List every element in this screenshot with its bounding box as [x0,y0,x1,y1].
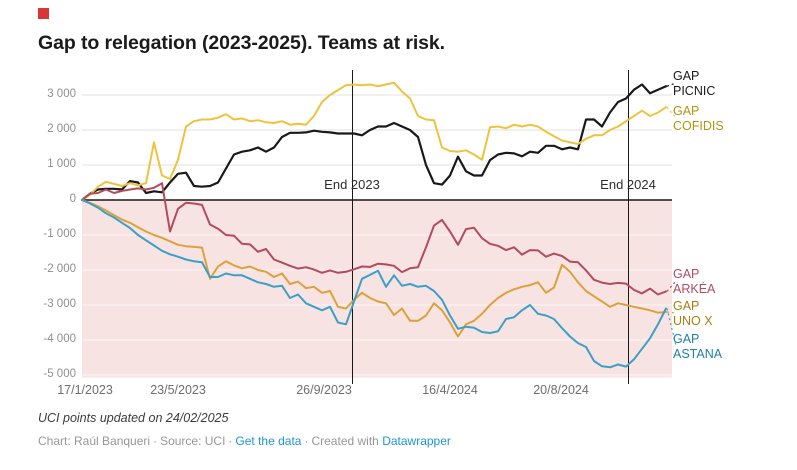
series-line-gap-uno-x [81,199,667,338]
get-the-data-link[interactable]: Get the data [235,434,302,448]
chart-byline: Chart: Raúl Banqueri · Source: UCI · Get the… [38,434,451,448]
y-axis-tick-label: 3 000 [47,88,76,100]
y-axis-tick-label: -2 000 [43,263,76,275]
label-connector [666,280,677,292]
label-connector [666,308,677,347]
negative-zone-highlight [82,200,672,378]
brand-logo-square [38,8,49,19]
separator-dot: · [304,434,309,448]
series-line-gap-astana [81,199,667,369]
year-end-label: End 2023 [324,177,380,192]
x-axis-tick-label: 23/5/2023 [150,383,206,397]
y-axis-tick-label: 1 000 [47,158,76,170]
separator-dot: · [153,434,158,448]
label-connector [666,82,677,87]
label-connector [666,106,677,119]
series-line-gap-cofidis [81,81,667,201]
year-end-label: End 2024 [600,177,656,192]
byline-credit: Chart: Raúl Banqueri [38,434,151,448]
series-label-gap-cofidis: GAP COFIDIS [673,104,724,133]
source-label: Source: UCI [160,434,226,448]
created-with-label: Created with [311,434,379,448]
chart-title: Gap to relegation (2023-2025). Teams at … [38,32,445,54]
y-axis-tick-label: -5 000 [43,368,76,380]
series-label-gap-ark-a: GAP ARKÉA [673,267,716,296]
label-connector [666,311,677,314]
x-axis-tick-label: 17/1/2023 [57,383,113,397]
datawrapper-link[interactable]: Datawrapper [382,434,451,448]
y-axis-tick-label: -1 000 [43,228,76,240]
y-axis-tick-label: -3 000 [43,298,76,310]
separator-dot: · [228,434,233,448]
y-axis-tick-label: 0 [69,193,76,205]
x-axis-tick-label: 20/8/2024 [533,383,589,397]
series-label-gap-picnic: GAP PICNIC [673,69,716,98]
chart-note: UCI points updated on 24/02/2025 [38,411,229,425]
series-line-gap-ark-a [81,182,667,296]
x-axis-tick-label: 26/9/2023 [296,383,352,397]
series-line-gap-picnic [80,83,668,202]
x-axis-tick-label: 16/4/2024 [422,383,478,397]
y-axis-tick-label: -4 000 [43,333,76,345]
y-axis-tick-label: 2 000 [47,123,76,135]
series-label-gap-uno-x: GAP UNO X [673,299,713,328]
series-label-gap-astana: GAP ASTANA [673,332,723,361]
